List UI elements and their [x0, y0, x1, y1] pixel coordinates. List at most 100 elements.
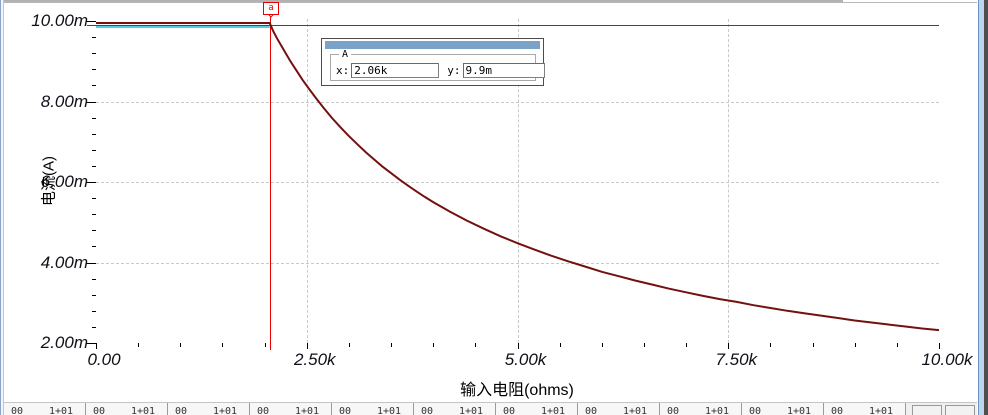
- y-minor-tick: [92, 85, 96, 87]
- y-tick-label: 4.00m: [40, 252, 88, 272]
- x-axis-label: 输入电阻(ohms): [460, 382, 574, 399]
- x-minor-tick: [348, 343, 350, 347]
- x-major-tick: [306, 343, 308, 349]
- strip-cell: 00 1+01: [168, 403, 250, 415]
- y-minor-tick: [92, 37, 96, 39]
- strip-cell-text: 1+01: [705, 406, 730, 415]
- strip-cell-text: 1+01: [541, 406, 566, 415]
- strip-cell-text: 1+01: [787, 406, 812, 415]
- x-major-tick: [939, 343, 940, 349]
- x-minor-tick: [433, 343, 435, 347]
- y-major-tick: [86, 21, 96, 22]
- strip-cell: 00 1+01: [332, 403, 414, 415]
- bottom-value-strip: 00 1+01 00 1+01 00 1+01 00 1+01 00 1+01 00 1+01 00 1+…: [4, 402, 977, 415]
- x-tick-label: 7.50k: [715, 350, 758, 369]
- strip-cell-text: 00: [339, 406, 352, 415]
- cursor-x-value-input[interactable]: [351, 63, 440, 78]
- strip-button-1[interactable]: [912, 405, 942, 415]
- y-minor-tick: [92, 278, 96, 280]
- x-minor-tick: [770, 343, 772, 347]
- y-minor-tick: [92, 53, 96, 55]
- cursor-flag-a[interactable]: a: [263, 2, 279, 15]
- cursor-vertical-line[interactable]: [270, 17, 271, 350]
- gridline-horizontal: [96, 262, 939, 264]
- strip-button-2[interactable]: [945, 405, 975, 415]
- x-minor-tick: [559, 343, 561, 347]
- x-minor-tick: [601, 343, 603, 347]
- strip-cell: 00 1+01: [414, 403, 496, 415]
- x-major-tick: [517, 343, 519, 349]
- strip-cell-text: 00: [585, 406, 598, 415]
- strip-cell: 00 1+01: [824, 403, 906, 415]
- cursor-y-value-input[interactable]: [462, 63, 545, 78]
- strip-cell-text: 00: [421, 406, 434, 415]
- strip-cell-text: 1+01: [213, 406, 238, 415]
- y-major-tick: [86, 101, 96, 103]
- y-major-tick: [86, 262, 96, 264]
- y-tick-label: 8.00m: [40, 91, 88, 111]
- strip-cell-text: 1+01: [869, 406, 894, 415]
- x-minor-tick: [854, 343, 856, 347]
- y-minor-tick: [92, 214, 96, 216]
- y-major-tick: [86, 182, 96, 183]
- strip-cell: 00 1+01: [250, 403, 332, 415]
- strip-cell-text: 00: [749, 406, 762, 415]
- gridline-vertical: [728, 19, 730, 343]
- y-minor-tick: [92, 310, 96, 312]
- strip-cell-text: 00: [257, 406, 270, 415]
- plot-border-top: [0, 0, 843, 2]
- x-minor-tick: [812, 343, 814, 347]
- y-axis-label: 电流(A): [40, 156, 58, 206]
- strip-cell-text: 00: [503, 406, 516, 415]
- strip-cell: 00 1+01: [660, 403, 742, 415]
- x-minor-tick: [686, 343, 688, 347]
- y-minor-tick: [92, 133, 96, 135]
- y-minor-tick: [92, 69, 96, 71]
- cursor-horizontal-line[interactable]: [87, 25, 939, 26]
- strip-cell-text: 00: [11, 406, 24, 415]
- strip-cell-text: 1+01: [459, 406, 484, 415]
- cursor-y-label: y:: [447, 64, 461, 77]
- x-major-tick: [96, 343, 97, 349]
- x-minor-tick: [138, 343, 140, 347]
- strip-cell: 00 1+01: [86, 403, 168, 415]
- strip-cell: 00 1+01: [4, 403, 86, 415]
- strip-cell-text: 1+01: [623, 406, 648, 415]
- x-major-tick: [728, 343, 730, 349]
- strip-cell-text: 1+01: [377, 406, 402, 415]
- x-minor-tick: [180, 343, 182, 347]
- strip-cell-text: 1+01: [131, 406, 156, 415]
- plot-border-right: [0, 2, 1, 326]
- x-minor-tick: [391, 343, 393, 347]
- y-minor-tick: [92, 198, 96, 200]
- y-minor-tick: [92, 246, 96, 248]
- y-tick-label: 6.00m: [40, 172, 88, 191]
- cursor-x-label: x:: [336, 64, 350, 77]
- strip-cell-text: 1+01: [295, 406, 320, 415]
- y-minor-tick: [92, 326, 96, 328]
- x-minor-tick: [896, 343, 898, 347]
- gridline-vertical: [306, 19, 308, 343]
- x-tick-label: 5.00k: [504, 350, 547, 369]
- y-minor-tick: [92, 117, 96, 119]
- cursor-box-group-label: A: [339, 49, 352, 60]
- x-minor-tick: [264, 343, 266, 347]
- strip-cell-text: 1+01: [49, 406, 74, 415]
- y-minor-tick: [92, 165, 96, 167]
- x-minor-tick: [222, 343, 224, 347]
- y-tick-label: 2.00m: [40, 333, 88, 352]
- y-minor-tick: [92, 230, 96, 232]
- strip-cell-text: 00: [831, 406, 844, 415]
- strip-cell: 00 1+01: [496, 403, 578, 415]
- cursor-readout-box[interactable]: A x: y:: [321, 38, 545, 86]
- x-minor-tick: [475, 343, 477, 347]
- cursor-box-group: A x: y:: [330, 49, 545, 81]
- y-major-tick: [86, 343, 96, 344]
- x-minor-tick: [643, 343, 645, 347]
- cursor-box-titlebar[interactable]: [325, 41, 540, 49]
- y-minor-tick: [92, 149, 96, 151]
- strip-cell: 00 1+01: [742, 403, 824, 415]
- strip-cell-text: 00: [667, 406, 680, 415]
- gridline-horizontal: [96, 101, 939, 103]
